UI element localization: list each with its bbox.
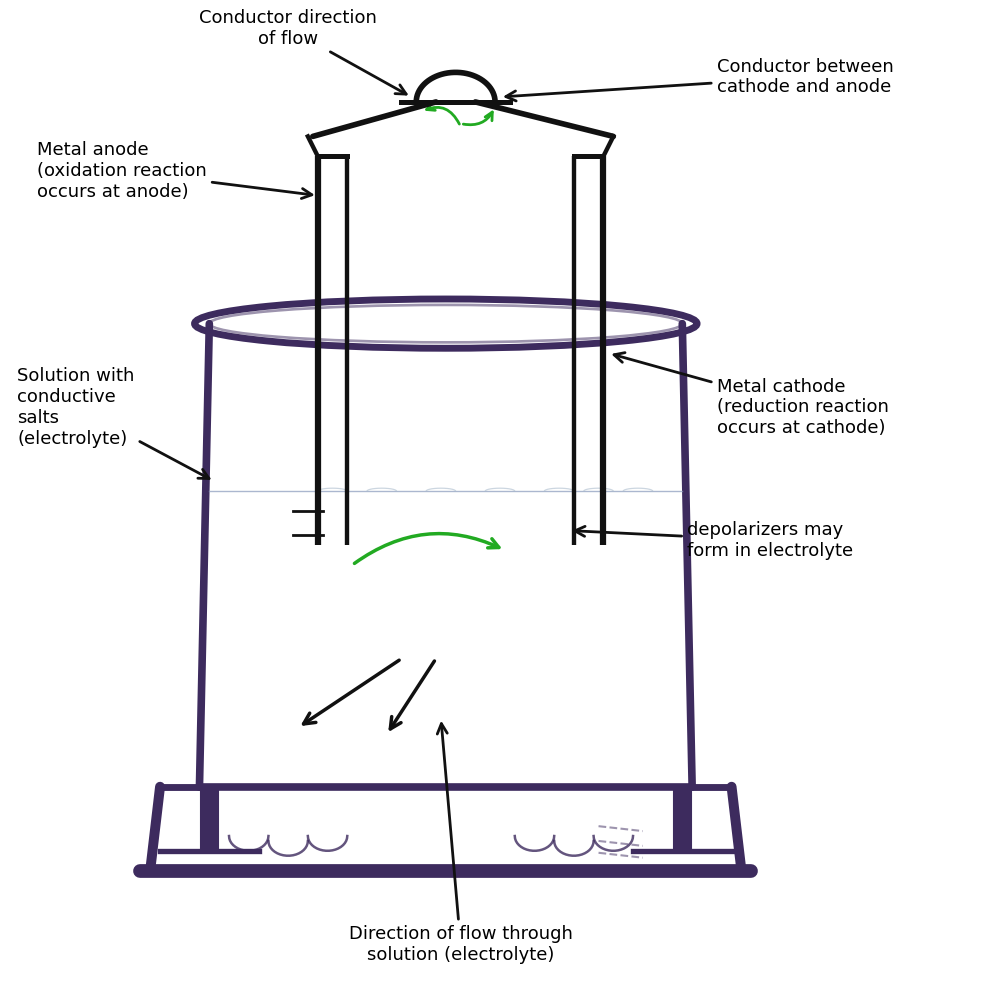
Text: Conductor between
cathode and anode: Conductor between cathode and anode — [506, 58, 894, 101]
Text: Direction of flow through
solution (electrolyte): Direction of flow through solution (elec… — [349, 724, 573, 964]
Text: Metal cathode
(reduction reaction
occurs at cathode): Metal cathode (reduction reaction occurs… — [614, 353, 889, 437]
Text: Solution with
conductive
salts
(electrolyte): Solution with conductive salts (electrol… — [17, 367, 209, 479]
Text: Metal anode
(oxidation reaction
occurs at anode): Metal anode (oxidation reaction occurs a… — [37, 141, 312, 201]
Text: Conductor direction
of flow: Conductor direction of flow — [199, 9, 406, 94]
Text: depolarizers may
form in electrolyte: depolarizers may form in electrolyte — [575, 521, 853, 560]
